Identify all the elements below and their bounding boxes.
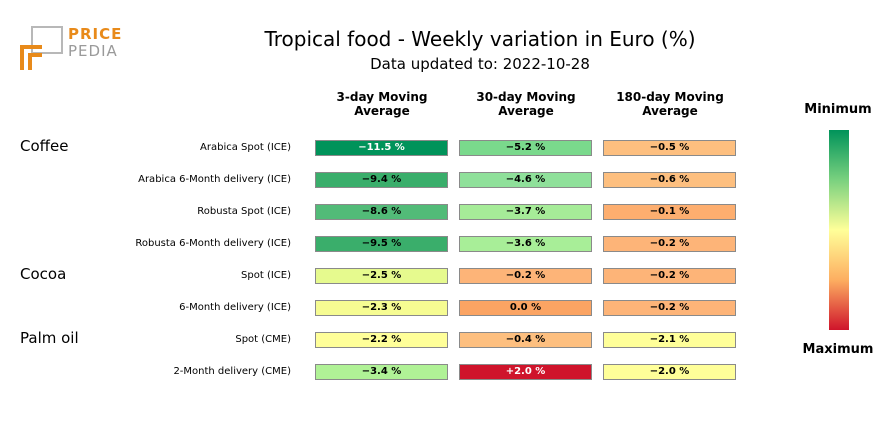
- heatmap-cell: −0.1 %: [603, 204, 736, 220]
- heatmap-cell: −3.7 %: [459, 204, 592, 220]
- heatmap-cell: −0.2 %: [603, 300, 736, 316]
- heatmap-cell: −8.6 %: [315, 204, 448, 220]
- heatmap-cell: +2.0 %: [459, 364, 592, 380]
- column-header-line: Average: [354, 104, 410, 118]
- heatmap-cell: −11.5 %: [315, 140, 448, 156]
- row-label: Arabica 6-Month delivery (ICE): [138, 174, 291, 185]
- row-label: 2-Month delivery (CME): [173, 366, 291, 377]
- heatmap-cell: −0.2 %: [459, 268, 592, 284]
- chart-title: Tropical food - Weekly variation in Euro…: [264, 27, 696, 51]
- heatmap-cell: −0.5 %: [603, 140, 736, 156]
- group-label: Cocoa: [20, 265, 67, 283]
- column-header-line: 30-day Moving: [476, 90, 576, 104]
- heatmap-cell: −0.6 %: [603, 172, 736, 188]
- column-header-30-day: 30-day Moving Average: [451, 90, 601, 118]
- column-header-line: 180-day Moving: [616, 90, 724, 104]
- column-header-line: 3-day Moving: [336, 90, 428, 104]
- heatmap-cell: −9.5 %: [315, 236, 448, 252]
- pricepedia-logo: PRICE PEDIA: [18, 24, 128, 74]
- group-label: Coffee: [20, 137, 69, 155]
- row-label: Spot (CME): [235, 334, 291, 345]
- row-label: Robusta 6-Month delivery (ICE): [135, 238, 291, 249]
- heatmap-cell: −2.2 %: [315, 332, 448, 348]
- group-label: Palm oil: [20, 329, 79, 347]
- row-label: 6-Month delivery (ICE): [179, 302, 291, 313]
- legend-max-label: Maximum: [802, 342, 874, 357]
- legend-color-bar: [829, 130, 849, 330]
- heatmap-cell: −5.2 %: [459, 140, 592, 156]
- heatmap-cell: −2.1 %: [603, 332, 736, 348]
- heatmap-cell: −3.4 %: [315, 364, 448, 380]
- column-header-line: Average: [642, 104, 698, 118]
- logo-mark-icon: [20, 26, 63, 70]
- legend-min-label: Minimum: [804, 102, 872, 117]
- heatmap-cell: −0.2 %: [603, 236, 736, 252]
- heatmap-cell: −3.6 %: [459, 236, 592, 252]
- column-header-3-day: 3-day Moving Average: [307, 90, 457, 118]
- row-label: Arabica Spot (ICE): [200, 142, 291, 153]
- heatmap-cell: −0.2 %: [603, 268, 736, 284]
- heatmap-cell: −2.5 %: [315, 268, 448, 284]
- row-label: Robusta Spot (ICE): [197, 206, 291, 217]
- chart-subtitle: Data updated to: 2022-10-28: [370, 55, 590, 73]
- logo-word-price: PRICE: [68, 25, 123, 43]
- heatmap-cell: 0.0 %: [459, 300, 592, 316]
- column-header-line: Average: [498, 104, 554, 118]
- heatmap-cell: −2.0 %: [603, 364, 736, 380]
- row-label: Spot (ICE): [241, 270, 291, 281]
- logo-word-pedia: PEDIA: [68, 42, 118, 60]
- heatmap-cell: −0.4 %: [459, 332, 592, 348]
- heatmap-cell: −9.4 %: [315, 172, 448, 188]
- heatmap-cell: −4.6 %: [459, 172, 592, 188]
- heatmap-cell: −2.3 %: [315, 300, 448, 316]
- column-header-180-day: 180-day Moving Average: [595, 90, 745, 118]
